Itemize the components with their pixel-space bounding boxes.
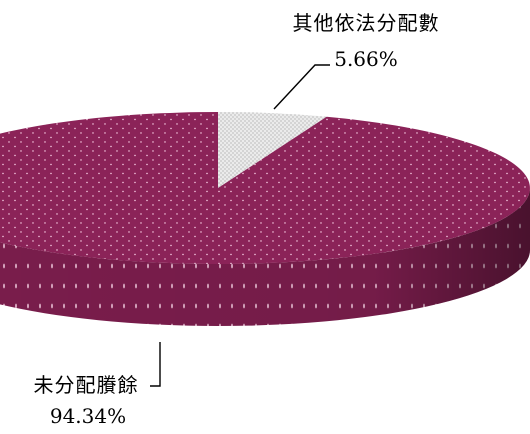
leader-line-main xyxy=(150,342,161,387)
slice-label-other: 其他依法分配數 xyxy=(293,11,440,35)
leader-line-other xyxy=(273,64,330,110)
slice-label-group-main: 未分配賸餘 94.34% xyxy=(34,342,161,428)
slice-value-main: 94.34% xyxy=(50,404,126,428)
pie-side-shading xyxy=(0,188,530,326)
pie-slice-other xyxy=(218,112,327,188)
pie-side-wall xyxy=(0,188,530,326)
slice-label-group-other: 其他依法分配數 5.66% xyxy=(273,11,440,110)
pie-slice-main xyxy=(0,112,530,264)
slice-value-other: 5.66% xyxy=(334,47,398,71)
slice-label-main: 未分配賸餘 xyxy=(34,373,139,397)
pie-top-face xyxy=(0,112,530,264)
